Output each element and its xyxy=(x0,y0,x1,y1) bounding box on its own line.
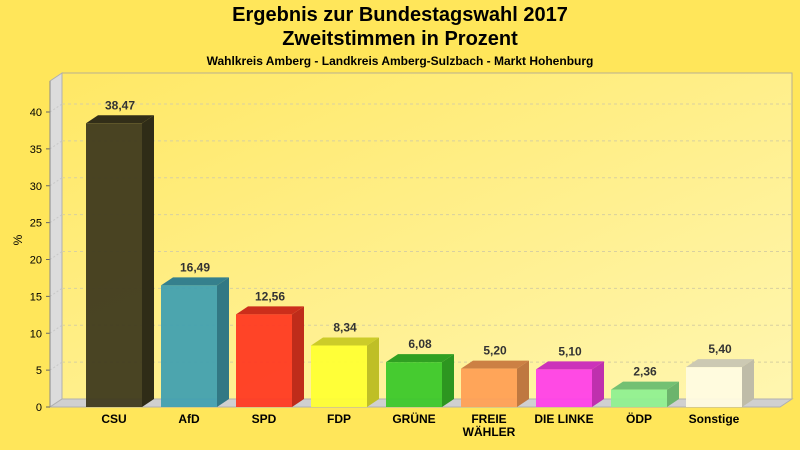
bar xyxy=(236,314,292,407)
bar-value-label: 6,08 xyxy=(408,337,432,351)
gridline-side xyxy=(49,287,63,297)
gridline-side xyxy=(49,361,63,371)
bar-side xyxy=(442,354,454,407)
bar xyxy=(86,123,142,407)
bar-top xyxy=(686,359,754,368)
bar-value-label: 38,47 xyxy=(105,98,135,112)
gridline-side xyxy=(49,103,63,113)
bar-top xyxy=(461,360,529,369)
bar-side xyxy=(142,115,154,407)
bar-value-label: 12,56 xyxy=(255,289,285,303)
bar-side xyxy=(667,381,679,407)
bar-value-label: 5,40 xyxy=(708,342,732,356)
x-tick-label: DIE LINKE xyxy=(534,412,593,426)
bar xyxy=(611,389,667,407)
x-tick-label: GRÜNE xyxy=(392,411,435,426)
x-tick-label: WÄHLER xyxy=(463,424,516,439)
bar-top xyxy=(311,337,379,346)
chart-title: Ergebnis zur Bundestagswahl 2017 xyxy=(232,4,568,26)
y-tick-label: 10 xyxy=(30,328,42,340)
y-tick-label: 5 xyxy=(36,365,42,377)
bar xyxy=(536,369,592,407)
bar-side xyxy=(367,337,379,407)
chart-location: Wahlkreis Amberg - Landkreis Amberg-Sulz… xyxy=(206,54,594,68)
bar-side xyxy=(742,359,754,407)
y-tick-label: 40 xyxy=(30,107,42,119)
y-tick-label: 20 xyxy=(30,255,42,267)
bar xyxy=(311,345,367,407)
x-tick-label: AfD xyxy=(178,412,200,426)
x-tick-label: SPD xyxy=(252,412,277,426)
bar-freie-wähler xyxy=(461,360,529,407)
bar-value-label: 5,10 xyxy=(558,344,582,358)
bar-top xyxy=(536,361,604,370)
y-tick-label: 0 xyxy=(36,402,42,414)
gridline-side xyxy=(49,214,63,224)
bar-top xyxy=(611,381,679,390)
bar-grüne xyxy=(386,354,454,407)
bar-fdp xyxy=(311,337,379,407)
bar-sonstige xyxy=(686,359,754,407)
bar-top xyxy=(386,354,454,363)
gridline-side xyxy=(49,177,63,187)
bar-top xyxy=(161,277,229,286)
bar xyxy=(686,367,742,407)
bar-value-label: 2,36 xyxy=(633,365,657,379)
bar-side xyxy=(292,306,304,407)
bar-die linke xyxy=(536,361,604,407)
bar-side xyxy=(217,277,229,407)
x-tick-label: ÖDP xyxy=(626,411,652,426)
x-tick-label: Sonstige xyxy=(689,412,740,426)
bar-ödp xyxy=(611,381,679,407)
bar-side xyxy=(517,360,529,407)
plot-side-wall xyxy=(49,72,63,408)
bar-csu xyxy=(86,115,154,407)
x-tick-label: FREIE xyxy=(471,412,506,426)
gridline-side xyxy=(49,324,63,334)
bar xyxy=(161,285,217,407)
bar-value-label: 5,20 xyxy=(483,344,507,358)
bar xyxy=(386,362,442,407)
gridline-side xyxy=(49,251,63,260)
chart-subtitle: Zweitstimmen in Prozent xyxy=(282,28,518,50)
bar-value-label: 8,34 xyxy=(333,320,357,334)
x-tick-label: FDP xyxy=(327,412,351,426)
y-tick-label: 25 xyxy=(30,218,42,230)
gridline-side xyxy=(49,140,63,150)
bar-afd xyxy=(161,277,229,407)
bar-spd xyxy=(236,306,304,407)
bar xyxy=(461,368,517,407)
y-tick-label: 35 xyxy=(30,144,42,156)
bar-top xyxy=(86,115,154,124)
y-tick-label: 30 xyxy=(30,181,42,193)
bar-value-label: 16,49 xyxy=(180,260,210,274)
bar-side xyxy=(592,361,604,407)
y-tick-label: 15 xyxy=(30,291,42,303)
x-tick-label: CSU xyxy=(101,412,126,426)
bar-top xyxy=(236,306,304,315)
y-axis-label: % xyxy=(11,234,25,245)
